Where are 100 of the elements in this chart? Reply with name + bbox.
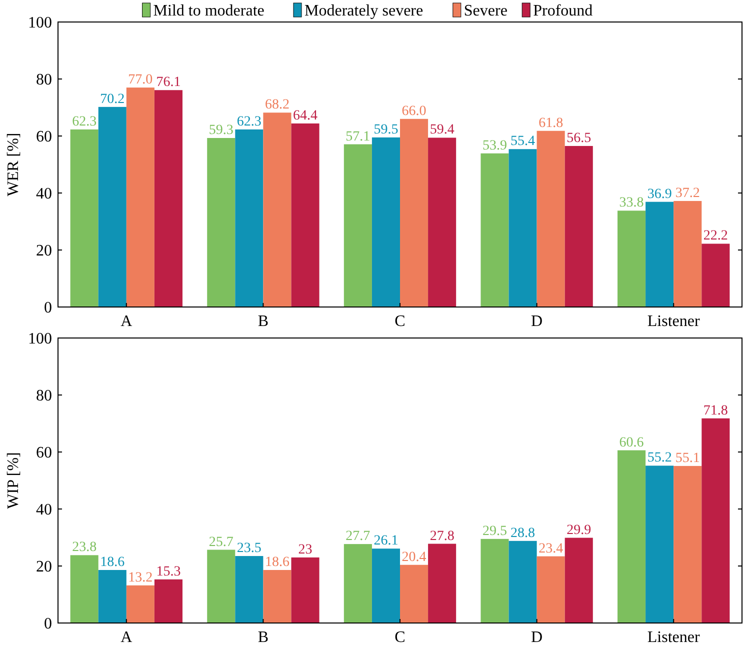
bar (508, 149, 537, 307)
data-label: 15.3 (156, 564, 181, 580)
bar (674, 200, 702, 307)
data-label: 68.2 (264, 98, 290, 113)
x-tick-label: A (120, 629, 133, 646)
data-label: 27.8 (430, 528, 454, 544)
x-tick-label: B (258, 629, 269, 646)
y-tick-label: 0 (44, 616, 52, 633)
data-label: 59.4 (430, 122, 454, 138)
data-label: 53.9 (482, 138, 507, 154)
bar (291, 557, 320, 623)
bar (291, 123, 320, 307)
bar (344, 144, 372, 307)
data-label: 37.2 (675, 186, 700, 201)
bar (126, 88, 154, 307)
data-label: 55.1 (675, 450, 700, 466)
data-label: 57.1 (346, 129, 370, 144)
bar (98, 106, 126, 307)
bar (480, 153, 509, 307)
bar (400, 118, 428, 307)
bar (428, 544, 456, 623)
data-label: 33.8 (619, 196, 644, 211)
y-tick-label: 20 (36, 242, 52, 260)
bar (235, 556, 264, 623)
bar (618, 210, 646, 307)
data-label: 18.6 (264, 554, 290, 570)
x-tick-label: C (394, 313, 406, 330)
bar (646, 466, 674, 623)
bar (154, 579, 182, 623)
data-label: 56.5 (566, 130, 592, 146)
y-tick-label: 40 (36, 502, 52, 519)
legend-label: Severe (464, 2, 508, 20)
legend-label: Moderately severe (304, 2, 424, 20)
bar (372, 137, 400, 307)
data-label: 66.0 (402, 104, 426, 119)
y-tick-label: 20 (36, 558, 52, 576)
x-tick-label: C (394, 629, 406, 646)
data-label: 55.4 (510, 134, 536, 150)
bar (702, 418, 730, 623)
data-label: 28.8 (510, 526, 536, 541)
y-tick-label: 100 (28, 330, 52, 348)
data-label: 20.4 (402, 550, 426, 565)
bar (646, 202, 674, 307)
data-label: 70.2 (100, 92, 125, 107)
bar (536, 130, 565, 307)
legend-label: Profound (533, 2, 593, 20)
bar (618, 450, 646, 623)
y-axis-title: WER [%] (5, 132, 22, 196)
bar (536, 556, 565, 623)
y-tick-label: 100 (28, 14, 52, 32)
legend-label: Mild to moderate (153, 2, 264, 20)
x-tick-label: Listener (647, 313, 700, 330)
bar (428, 138, 456, 307)
x-tick-label: D (531, 313, 543, 330)
data-label: 59.5 (374, 122, 398, 138)
data-label: 25.7 (208, 534, 234, 550)
y-tick-label: 60 (36, 444, 52, 462)
y-tick-label: 0 (44, 300, 52, 317)
bar (154, 90, 182, 307)
data-label: 27.7 (346, 529, 370, 544)
bar (564, 146, 593, 307)
x-tick-label: Listener (647, 629, 700, 646)
bar (263, 570, 292, 623)
bar (70, 129, 98, 307)
x-tick-label: A (120, 313, 133, 330)
bar (674, 466, 702, 623)
bar (263, 112, 292, 307)
data-label: 77.0 (128, 72, 153, 88)
y-axis-title: WIP [%] (5, 452, 22, 509)
bar (564, 538, 593, 623)
bar (98, 570, 126, 623)
data-label: 23.4 (538, 541, 564, 556)
data-label: 61.8 (538, 116, 564, 131)
bar (372, 548, 400, 623)
y-tick-label: 60 (36, 128, 52, 146)
bar (126, 585, 154, 623)
data-label: 60.6 (619, 435, 644, 450)
x-tick-label: B (258, 313, 269, 330)
data-label: 29.5 (482, 524, 507, 539)
data-label: 59.3 (208, 122, 234, 138)
data-label: 62.3 (72, 114, 97, 130)
data-label: 23.5 (236, 541, 262, 556)
bar (344, 544, 372, 623)
bar (480, 538, 509, 623)
data-label: 29.9 (566, 522, 592, 538)
bar (207, 550, 236, 623)
data-label: 23.8 (72, 540, 97, 556)
bar (702, 244, 730, 307)
data-label: 36.9 (647, 186, 672, 202)
bar (508, 540, 537, 623)
y-tick-label: 40 (36, 186, 52, 203)
bar (400, 564, 428, 623)
data-label: 76.1 (156, 75, 181, 90)
bar (70, 555, 98, 623)
data-label: 26.1 (374, 534, 398, 549)
data-label: 64.4 (293, 108, 318, 124)
data-label: 18.6 (100, 554, 125, 570)
data-label: 55.2 (647, 450, 672, 466)
data-label: 22.2 (703, 228, 728, 244)
data-label: 62.3 (236, 114, 262, 130)
